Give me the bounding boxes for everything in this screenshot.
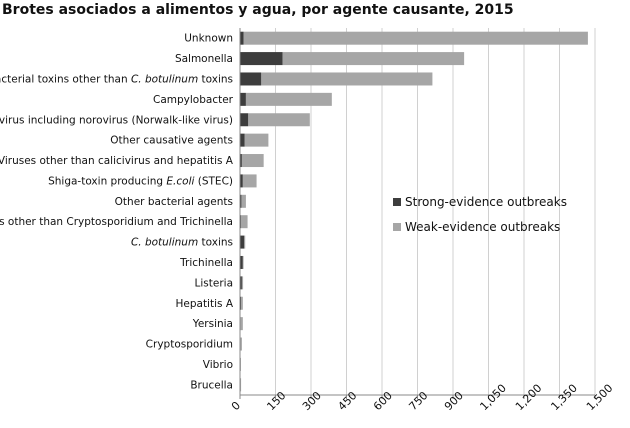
bar-weak-evidence — [243, 31, 588, 45]
bar-weak-evidence — [241, 194, 246, 208]
bar-weak-evidence — [241, 276, 244, 290]
legend-swatch-weak — [393, 223, 401, 231]
bar-weak-evidence — [244, 235, 246, 249]
bar-strong-evidence — [240, 92, 246, 106]
bar-weak-evidence — [244, 133, 269, 147]
bar-strong-evidence — [240, 255, 243, 269]
category-label: Bacterial toxins other than C. botulinum… — [0, 73, 233, 85]
legend-label-weak: Weak-evidence outbreaks — [405, 220, 560, 234]
bar-weak-evidence — [240, 357, 241, 371]
bar-weak-evidence — [240, 317, 243, 331]
bar-strong-evidence — [240, 296, 242, 310]
x-axis: 0 150 300 450 600 750 900 1,050 1,200 1,350 1,500 — [229, 382, 615, 413]
bar-weak-evidence — [242, 174, 257, 188]
y-axis: Unknown Salmonella Bacterial toxins other … — [0, 28, 241, 395]
bar-strong-evidence — [240, 154, 242, 168]
bar-weak-evidence — [241, 154, 264, 168]
category-label: Unknown — [184, 33, 233, 45]
category-label: Listeria — [195, 277, 233, 289]
bar-weak-evidence — [240, 215, 248, 229]
x-tick-label: 300 — [300, 389, 324, 413]
x-tick-label: 600 — [371, 389, 395, 413]
x-tick-label: 750 — [406, 389, 430, 413]
bar-weak-evidence — [242, 255, 244, 269]
bar-weak-evidence — [248, 113, 310, 127]
bar-weak-evidence — [240, 378, 242, 392]
category-label: Calicivirus including norovirus (Norwalk… — [0, 114, 233, 126]
x-tick-label: 1,200 — [513, 382, 544, 413]
chart-title: Brotes asociados a alimentos y agua, por… — [2, 2, 514, 18]
bar-strong-evidence — [240, 174, 243, 188]
category-label: Trichinella — [179, 257, 233, 269]
bar-weak-evidence — [241, 296, 243, 310]
category-label: Campylobacter — [153, 94, 234, 106]
bar-strong-evidence — [240, 52, 283, 66]
legend-label-strong: Strong-evidence outbreaks — [405, 195, 567, 209]
x-tick-label: 150 — [264, 389, 288, 413]
category-label: Viruses other than calicivirus and hepat… — [0, 155, 234, 167]
x-tick-label: 900 — [442, 389, 466, 413]
bar-strong-evidence — [240, 113, 249, 127]
x-tick-label: 0 — [229, 399, 243, 413]
x-tick-label: 1,350 — [548, 382, 579, 413]
category-label: Other bacterial agents — [115, 196, 233, 208]
bars — [240, 31, 588, 392]
legend-swatch-strong — [393, 198, 401, 206]
category-label: Yersinia — [192, 318, 233, 330]
category-label: Cryptosporidium — [146, 339, 233, 351]
category-label: Other causative agents — [110, 135, 233, 147]
category-label: Shiga-toxin producing E.coli (STEC) — [48, 175, 233, 187]
x-tick-label: 1,500 — [584, 382, 615, 413]
bar-strong-evidence — [240, 194, 242, 208]
category-label: Vibrio — [203, 359, 233, 371]
bar-strong-evidence — [240, 133, 245, 147]
gridlines — [275, 28, 596, 395]
bar-weak-evidence — [261, 72, 433, 86]
legend: Strong-evidence outbreaks Weak-evidence o… — [393, 195, 567, 234]
bar-strong-evidence — [240, 276, 242, 290]
bar-strong-evidence — [240, 235, 245, 249]
category-label: Salmonella — [175, 53, 233, 65]
x-tick-label: 450 — [335, 389, 359, 413]
bar-weak-evidence — [245, 92, 332, 106]
category-label: Hepatitis A — [175, 298, 233, 310]
category-label: Parasites other than Cryptosporidium and… — [0, 216, 233, 228]
category-label: Brucella — [190, 379, 233, 391]
bar-strong-evidence — [240, 72, 262, 86]
category-label: C. botulinum toxins — [131, 237, 233, 249]
bar-weak-evidence — [240, 337, 242, 351]
bar-weak-evidence — [282, 52, 465, 66]
x-tick-label: 1,050 — [477, 382, 508, 413]
bar-strong-evidence — [240, 31, 244, 45]
